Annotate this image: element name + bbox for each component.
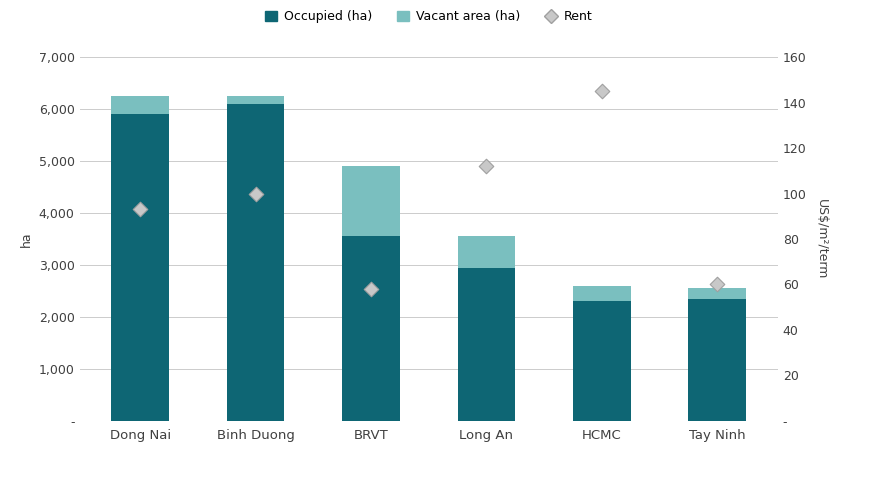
Bar [458, 268, 515, 421]
Y-axis label: ha: ha [20, 231, 33, 247]
Point [479, 163, 493, 170]
Bar [689, 288, 746, 299]
Y-axis label: US$/m²/term: US$/m²/term [815, 199, 828, 279]
Bar [573, 301, 631, 421]
Bar [573, 286, 631, 301]
Point [595, 87, 609, 95]
Bar [226, 104, 285, 421]
Point [248, 190, 263, 197]
Bar [111, 114, 169, 421]
Point [364, 285, 378, 293]
Legend: Occupied (ha), Vacant area (ha), Rent: Occupied (ha), Vacant area (ha), Rent [260, 5, 598, 29]
Bar [342, 237, 400, 421]
Bar [342, 166, 400, 237]
Bar [689, 299, 746, 421]
Bar [226, 96, 285, 104]
Point [133, 206, 148, 213]
Bar [458, 237, 515, 268]
Bar [111, 96, 169, 114]
Point [710, 281, 724, 288]
